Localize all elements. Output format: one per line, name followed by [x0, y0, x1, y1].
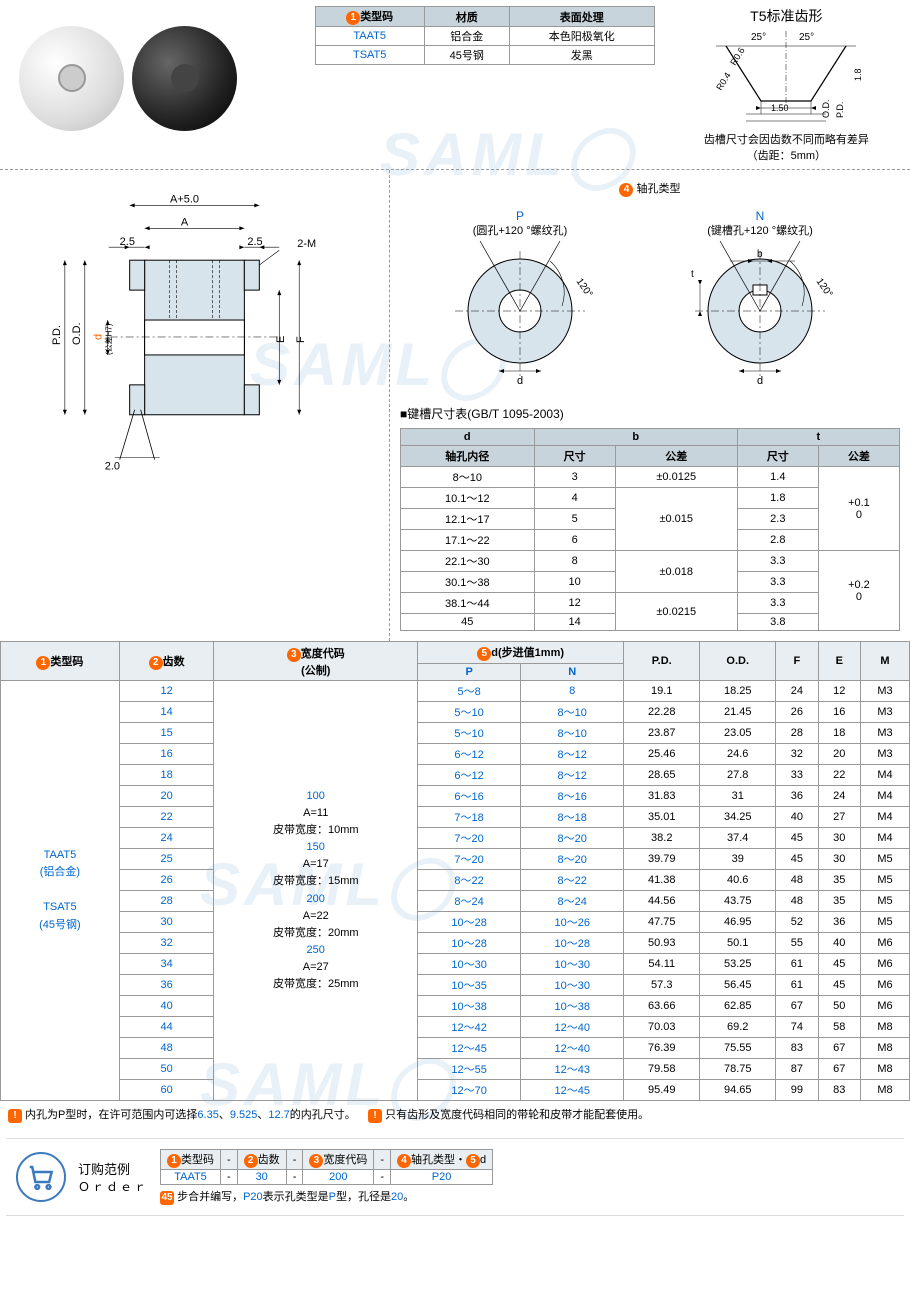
- svg-text:A+5.0: A+5.0: [170, 193, 199, 205]
- spec-row: TAAT5 (铝合金) TSAT5 (45号钢)12100A=11皮带宽度：10…: [1, 681, 910, 702]
- order-table: 1类型码 - 2齿数 - 3宽度代码 - 4轴孔类型・5d TAAT5 - 30…: [160, 1149, 493, 1185]
- svg-text:2.0: 2.0: [105, 461, 120, 473]
- svg-text:1.8: 1.8: [853, 68, 863, 81]
- svg-text:25°: 25°: [751, 32, 766, 43]
- spec-row: 3610～3510～3057.356.456145M6: [1, 975, 910, 996]
- svg-text:R0.4: R0.4: [715, 71, 734, 92]
- bore-title: 轴孔类型: [637, 183, 681, 195]
- spec-row: 268～228～2241.3840.64835M5: [1, 870, 910, 891]
- th-type: 类型码: [360, 11, 393, 23]
- svg-text:d: d: [517, 375, 523, 387]
- order-title-en: Ｏｒｄｅｒ: [78, 1178, 148, 1195]
- svg-text:O.D.: O.D.: [71, 322, 83, 345]
- svg-text:2.5: 2.5: [247, 236, 262, 248]
- spec-row: 3010～2810～2647.7546.955236M5: [1, 912, 910, 933]
- svg-text:d: d: [93, 334, 105, 340]
- svg-text:120°: 120°: [814, 276, 835, 299]
- keyway-table: d b t 轴孔内径 尺寸公差 尺寸公差 8～103±0.01251.4+0.1…: [400, 428, 900, 631]
- code-tsat5: TSAT5: [315, 46, 424, 65]
- spec-row: 3410～3010～3054.1153.256145M6: [1, 954, 910, 975]
- svg-text:P.D.: P.D.: [835, 102, 845, 118]
- svg-text:P: P: [516, 209, 524, 223]
- order-example-section: 订购范例 Ｏｒｄｅｒ 1类型码 - 2齿数 - 3宽度代码 - 4轴孔类型・5d…: [6, 1138, 904, 1216]
- spec-row: 6012～7012～4595.4994.659983M8: [1, 1080, 910, 1101]
- th-finish: 表面处理: [509, 7, 654, 27]
- svg-text:R0.6: R0.6: [729, 46, 748, 67]
- keyway-title: ■键槽尺寸表(GB/T 1095-2003): [400, 405, 900, 422]
- spec-row: 3210～2810～2850.9350.15540M6: [1, 933, 910, 954]
- spec-row: 186～128～1228.6527.83322M4: [1, 765, 910, 786]
- spec-row: 155～108～1023.8723.052818M3: [1, 723, 910, 744]
- svg-text:120°: 120°: [574, 276, 595, 299]
- spec-row: 4010～3810～3863.6662.856750M6: [1, 996, 910, 1017]
- spec-row: 288～248～2444.5643.754835M5: [1, 891, 910, 912]
- note-1: 内孔为P型时，在许可范围内可选择6.35、9.525、12.7的内孔尺寸。: [25, 1109, 356, 1121]
- spec-width-col: 100A=11皮带宽度：10mm150A=17皮带宽度：15mm200A=22皮…: [214, 681, 418, 1101]
- spec-row: 5012～5512～4379.5878.758767M8: [1, 1059, 910, 1080]
- spec-row: 247～208～2038.237.44530M4: [1, 828, 910, 849]
- material-table: 1类型码 材质 表面处理 TAAT5铝合金本色阳极氧化 TSAT545号钢发黑: [315, 6, 655, 65]
- spec-row: 166～128～1225.4624.63220M3: [1, 744, 910, 765]
- svg-text:A: A: [181, 216, 189, 228]
- tooth-note1: 齿槽尺寸会因齿数不同而略有差异: [671, 131, 902, 147]
- code-taat5: TAAT5: [315, 27, 424, 46]
- order-note: 步合并编写，P20表示孔类型是P型，孔径是20。: [177, 1191, 414, 1203]
- cross-section-drawing: A+5.0 A 2.5 2.5 2-M: [10, 180, 379, 480]
- tooth-note2: （齿距：5mm）: [671, 147, 902, 163]
- svg-text:(键槽孔+120 °螺纹孔): (键槽孔+120 °螺纹孔): [707, 223, 813, 237]
- spec-row: 206～168～1631.83313624M4: [1, 786, 910, 807]
- svg-text:d: d: [757, 375, 763, 387]
- svg-text:(圆孔+120 °螺纹孔): (圆孔+120 °螺纹孔): [473, 223, 568, 237]
- product-image: [8, 8, 248, 148]
- svg-text:P.D.: P.D.: [51, 325, 63, 345]
- spec-table: 1类型码 2齿数 3宽度代码 (公制) 5d(步进值1mm) P.D. O.D.…: [0, 641, 910, 1101]
- spec-type-col: TAAT5 (铝合金) TSAT5 (45号钢): [1, 681, 120, 1101]
- th-material: 材质: [424, 7, 509, 27]
- order-title: 订购范例: [78, 1159, 148, 1178]
- note-2: 只有齿形及宽度代码相同的带轮和皮带才能配套使用。: [385, 1109, 649, 1121]
- svg-text:N: N: [756, 209, 765, 223]
- spec-row: 145～108～1022.2821.452616M3: [1, 702, 910, 723]
- svg-text:E: E: [275, 336, 287, 343]
- svg-text:b: b: [757, 249, 763, 260]
- badge-4: 4: [619, 183, 633, 197]
- spec-row: 4812～4512～4076.3975.558367M8: [1, 1038, 910, 1059]
- tooth-profile-diagram: 25° 25° R0.4 R0.6 1.50 1.8 O.D. P.D.: [686, 26, 886, 131]
- badge-1: 1: [346, 11, 360, 25]
- svg-text:25°: 25°: [799, 32, 814, 43]
- note-icon: !: [8, 1109, 22, 1123]
- svg-text:O.D.: O.D.: [821, 99, 831, 118]
- svg-text:t: t: [691, 269, 694, 280]
- tooth-title: T5标准齿形: [671, 6, 902, 26]
- spec-row: 257～208～2039.79394530M5: [1, 849, 910, 870]
- note-badge-45: 45: [160, 1191, 174, 1205]
- cart-icon: [16, 1152, 66, 1202]
- spec-row: 227～188～1835.0134.254027M4: [1, 807, 910, 828]
- note-icon: !: [368, 1109, 382, 1123]
- svg-text:2-M: 2-M: [297, 238, 316, 250]
- svg-text:F: F: [295, 336, 307, 343]
- bore-type-diagram: P (圆孔+120 °螺纹孔) 120° d N (键槽孔+120 °螺纹孔): [400, 201, 900, 396]
- spec-row: 4412～4212～4070.0369.27458M8: [1, 1017, 910, 1038]
